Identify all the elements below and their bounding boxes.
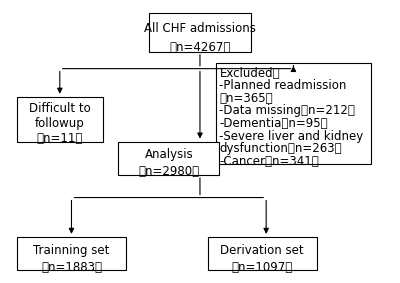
Text: -Severe liver and kidney: -Severe liver and kidney (220, 130, 364, 143)
Text: -Dementia（n=95）: -Dementia（n=95） (220, 117, 328, 130)
Text: Difficult to: Difficult to (29, 102, 91, 115)
Text: All CHF admissions: All CHF admissions (144, 22, 256, 35)
Text: -Data missing（n=212）: -Data missing（n=212） (220, 104, 355, 117)
Text: （n=2980）: （n=2980） (138, 165, 199, 178)
Text: dysfunction（n=263）: dysfunction（n=263） (220, 142, 342, 155)
Text: Excluded：: Excluded： (220, 67, 280, 80)
Text: Trainning set: Trainning set (33, 244, 110, 257)
FancyBboxPatch shape (118, 142, 220, 175)
Text: followup: followup (35, 117, 85, 130)
Text: （n=365）: （n=365） (220, 92, 273, 105)
Text: Analysis: Analysis (144, 149, 193, 161)
FancyBboxPatch shape (149, 13, 250, 52)
FancyBboxPatch shape (17, 237, 126, 270)
Text: （n=1883）: （n=1883） (41, 261, 102, 274)
Text: -Cancer（n=341）: -Cancer（n=341） (220, 155, 319, 168)
FancyBboxPatch shape (208, 237, 317, 270)
FancyBboxPatch shape (216, 63, 371, 164)
FancyBboxPatch shape (17, 97, 103, 142)
Text: （n=1097）: （n=1097） (232, 261, 293, 274)
Text: -Planned readmission: -Planned readmission (220, 79, 347, 92)
Text: （n=11）: （n=11） (37, 132, 83, 145)
Text: （n=4267）: （n=4267） (169, 41, 231, 54)
Text: Derivation set: Derivation set (220, 244, 304, 257)
